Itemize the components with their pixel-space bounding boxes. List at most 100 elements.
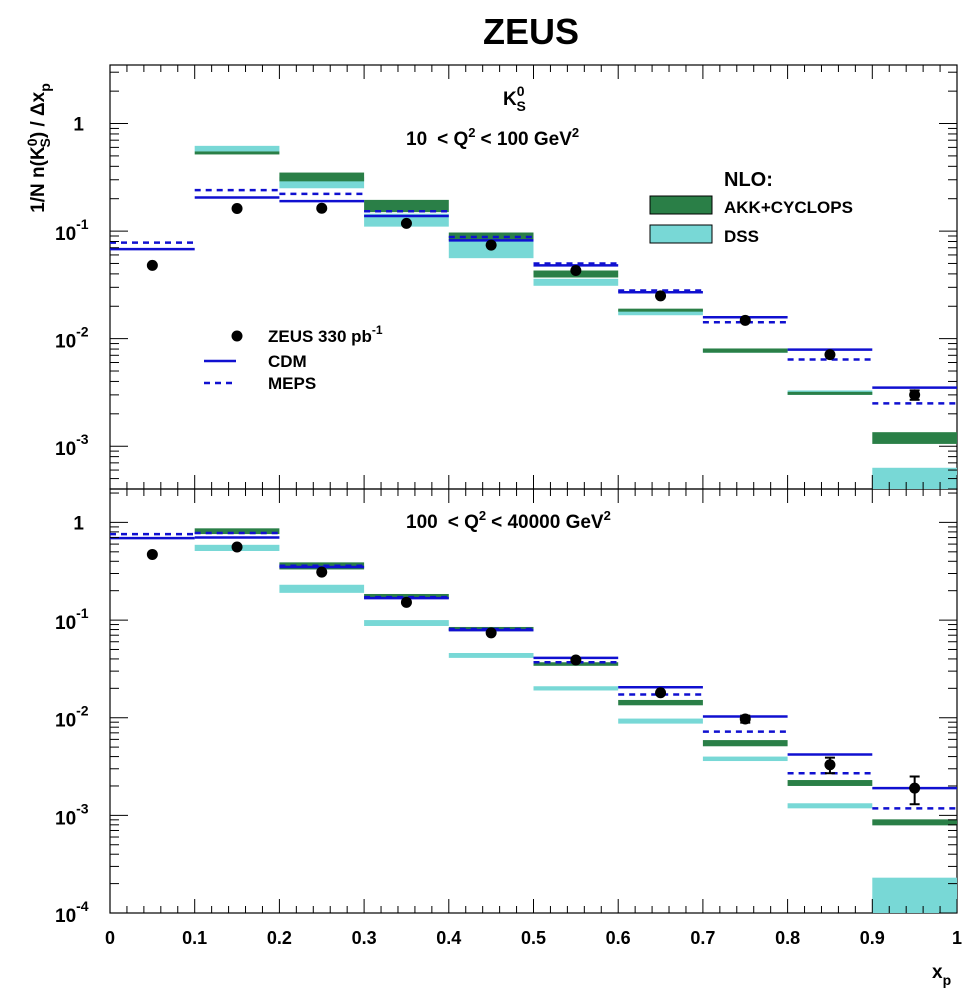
bottom-akk-band <box>194 528 280 535</box>
q2-symbol: < Q <box>448 512 479 533</box>
bottom-data-points <box>146 541 921 806</box>
x-tick-label: 0.6 <box>606 928 631 948</box>
bottom-akk-band <box>364 593 449 599</box>
q2-unit-sup: 2 <box>604 508 611 523</box>
bottom-dss-band <box>364 620 449 626</box>
legend-label-data: ZEUS 330 pb-1 <box>268 323 383 346</box>
legend-label-cdm: CDM <box>268 352 307 371</box>
legend-data-sup: -1 <box>372 323 383 337</box>
legend-label-akk: AKK+CYCLOPS <box>724 198 853 217</box>
top-y-tick-label: 10-2 <box>55 324 89 353</box>
top-data-point <box>570 265 582 277</box>
top-y-tick-label: 10-3 <box>55 431 89 460</box>
bottom-nlo-bands <box>194 528 957 913</box>
bottom-data-point <box>316 566 328 578</box>
bottom-akk-band <box>787 780 873 786</box>
top-dss-band <box>279 176 365 189</box>
bottom-data-point <box>655 687 667 699</box>
x-tick-label: 0.7 <box>690 928 715 948</box>
bottom-dss-band <box>787 803 873 809</box>
bottom-akk-band <box>872 819 957 826</box>
x-tick-label: 0.5 <box>521 928 546 948</box>
bottom-y-tick-label: 10-3 <box>55 800 89 829</box>
top-data-point <box>231 203 243 215</box>
mc-legend: ZEUS 330 pb-1 CDM MEPS <box>204 323 383 393</box>
top-data-point <box>485 239 497 251</box>
y-axis-label-sup: 0 <box>24 138 40 146</box>
bottom-data-point <box>146 548 158 560</box>
tick-exponent: -4 <box>76 898 89 914</box>
top-akk-band <box>279 172 365 182</box>
x-tick-label: 0 <box>105 928 115 948</box>
top-data-point <box>400 217 412 229</box>
tick-base: 10 <box>55 613 76 634</box>
top-akk-band <box>787 391 873 395</box>
bottom-data-point <box>909 782 921 794</box>
x-tick-label: 0.2 <box>267 928 292 948</box>
top-dss-band <box>533 278 619 286</box>
bottom-y-axis: 110-110-210-310-4 <box>55 489 958 927</box>
top-y-tick-label: 10-1 <box>55 216 89 245</box>
top-data-point <box>655 290 667 302</box>
particle-sup: 0 <box>517 83 525 99</box>
q2-low: 100 <box>406 512 438 533</box>
tick-base: 10 <box>55 224 76 245</box>
legend-marker-data <box>231 330 243 342</box>
top-data-point <box>146 259 158 271</box>
bottom-dss-band <box>533 686 619 691</box>
figure-title: ZEUS <box>483 11 579 52</box>
top-particle-label: K0 S <box>503 83 526 114</box>
bottom-dss-band <box>448 653 534 658</box>
nlo-legend: NLO: AKK+CYCLOPS DSS <box>649 169 853 246</box>
top-akk-band <box>872 432 957 444</box>
q2-sup: 2 <box>468 125 475 140</box>
legend-swatch-akk <box>649 195 713 215</box>
bottom-data-point <box>739 713 751 725</box>
bottom-data-point <box>400 596 412 608</box>
tick-exponent: -3 <box>76 431 89 447</box>
bottom-data-point <box>570 654 582 666</box>
bottom-y-tick-label: 10-4 <box>55 898 89 927</box>
bottom-dss-band <box>279 584 365 593</box>
top-akk-band <box>618 308 703 312</box>
top-data-point <box>316 202 328 214</box>
top-data-points <box>146 202 921 401</box>
tick-base: 10 <box>55 906 76 927</box>
q2-symbol: < Q <box>437 129 468 150</box>
particle-sub: S <box>517 98 526 114</box>
top-mc-lines <box>110 188 957 405</box>
bottom-akk-band <box>702 740 788 747</box>
y-axis-label-part: ) / Δx <box>28 91 49 138</box>
top-akk-band <box>448 232 534 241</box>
top-y-axis: 110-110-210-3 <box>55 65 958 490</box>
x-tick-label: 0.9 <box>860 928 885 948</box>
bottom-q2-range: 100 < Q2 < 40000 GeV2 <box>406 508 611 533</box>
bottom-y-tick-label: 1 <box>73 513 84 534</box>
x-axis-label: xp <box>932 962 951 988</box>
top-akk-band <box>364 199 449 213</box>
legend-label-dss: DSS <box>724 227 759 246</box>
top-q2-range: 10 < Q2 < 100 GeV2 <box>406 125 579 150</box>
bottom-y-tick-label: 10-2 <box>55 703 89 732</box>
tick-exponent: -2 <box>76 703 89 719</box>
q2-unit-sup: 2 <box>572 125 579 140</box>
tick-base: 10 <box>55 439 76 460</box>
x-axis: 0 0.1 0.2 0.3 0.4 0.5 0.6 0.7 0.8 0.9 1 <box>105 928 962 948</box>
top-data-point <box>739 314 751 326</box>
y-axis-label-part: 1/N n(K <box>28 146 49 213</box>
x-axis-label-main: x <box>932 962 943 983</box>
tick-base: 10 <box>55 711 76 732</box>
bottom-dss-band <box>702 756 788 762</box>
top-y-tick-label: 1 <box>73 115 84 136</box>
bottom-akk-band <box>618 699 703 706</box>
x-tick-label: 0.8 <box>775 928 800 948</box>
x-tick-label: 0.4 <box>436 928 461 948</box>
bottom-dss-band <box>872 877 957 913</box>
top-data-point <box>909 389 921 401</box>
bottom-data-point <box>231 541 243 553</box>
y-axis-label: 1/N n(K0S) / Δxp <box>24 83 53 213</box>
top-dss-band <box>194 145 280 152</box>
top-akk-band <box>702 348 788 353</box>
tick-exponent: -1 <box>76 216 89 232</box>
